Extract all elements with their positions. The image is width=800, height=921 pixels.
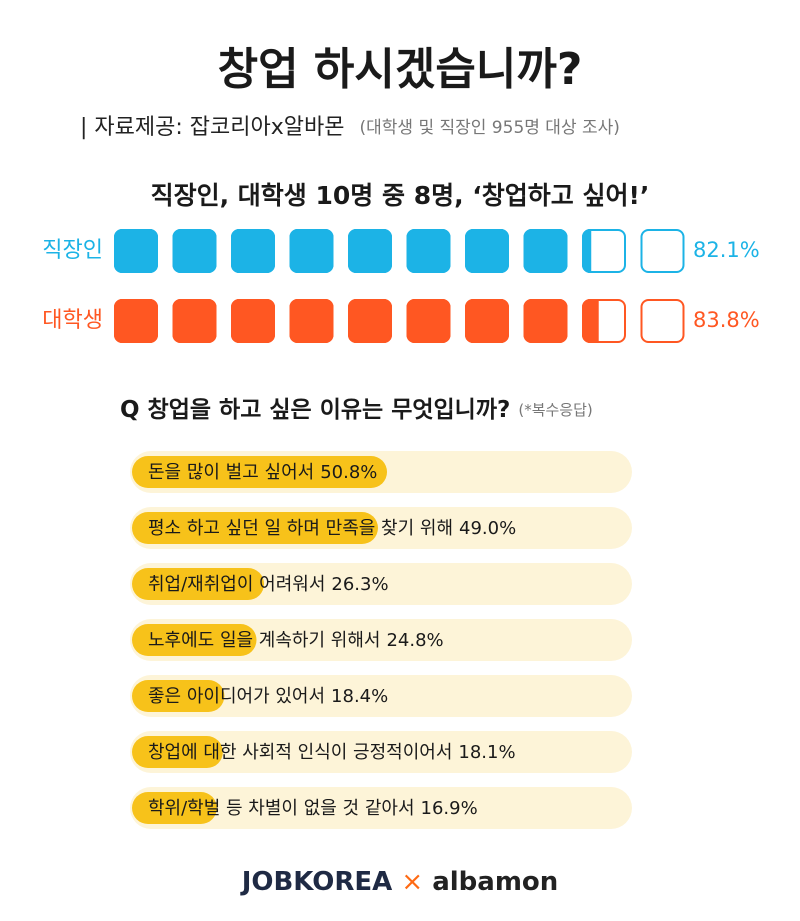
note: (대학생 및 직장인 955명 대상 조사) — [359, 118, 619, 138]
category: 평소 하고 싶던 일 하며 만족을 찾기 위해 — [148, 518, 453, 539]
question: Q 창업을 하고 싶은 이유는 무엇입니까? — [120, 397, 510, 423]
category: 돈을 많이 벌고 싶어서 — [148, 462, 314, 483]
icon-outline — [523, 229, 568, 273]
icon-outline — [289, 229, 334, 273]
category: 학위/학벌 등 차별이 없을 것 같아서 — [148, 798, 415, 819]
icon-outline — [348, 229, 392, 273]
icon-fill — [523, 229, 568, 273]
icon-outline — [582, 229, 626, 273]
icon-fill — [114, 229, 158, 273]
icon-outline — [465, 299, 509, 343]
bar-label: 돈을 많이 벌고 싶어서 50.8% — [148, 462, 377, 483]
title: 창업 하시겠습니까? — [218, 44, 583, 95]
value-label: 18.1% — [458, 742, 515, 763]
bar-label: 노후에도 일을 계속하기 위해서 24.8% — [148, 630, 444, 651]
subtitle: | 자료제공: 잡코리아x알바몬 (대학생 및 직장인 955명 대상 조사) — [80, 115, 620, 140]
bar-label: 창업에 대한 사회적 인식이 긍정적이어서 18.1% — [148, 742, 516, 763]
bar — [132, 512, 378, 544]
icon-outline — [172, 299, 217, 343]
icon-fill — [406, 299, 451, 343]
icon-outline — [640, 299, 685, 343]
source: | 자료제공: 잡코리아x알바몬 — [80, 115, 344, 140]
icon-outline — [289, 299, 334, 343]
value-label: 26.3% — [331, 574, 388, 595]
bar — [132, 568, 265, 600]
logo-sep: × — [401, 867, 423, 897]
bar-label: 평소 하고 싶던 일 하며 만족을 찾기 위해 49.0% — [148, 518, 516, 539]
icon-fill — [231, 229, 275, 273]
bar — [132, 680, 225, 712]
logo-jobkorea: JOBKOREA — [240, 867, 393, 897]
bar — [132, 456, 388, 488]
icon-fill — [406, 229, 451, 273]
icon-outline — [231, 299, 275, 343]
category: 노후에도 일을 계속하기 위해서 — [148, 630, 380, 651]
icon-fill — [348, 229, 392, 273]
icon-fill — [582, 299, 599, 343]
icon-fill — [289, 299, 334, 343]
question-note: (*복수응답) — [518, 401, 592, 419]
row-label: 대학생 — [42, 308, 103, 333]
icon-fill — [465, 299, 509, 343]
section-title: 직장인, 대학생 10명 중 8명, ‘창업하고 싶어!’ — [151, 181, 650, 210]
category: 취업/재취업이 어려워서 — [148, 574, 325, 595]
icon-outline — [406, 299, 451, 343]
section-title: Q 창업을 하고 싶은 이유는 무엇입니까? (*복수응답) — [120, 397, 593, 423]
icon-fill — [231, 299, 275, 343]
bar — [132, 736, 223, 768]
icon-outline — [465, 229, 509, 273]
icon-outline — [582, 299, 626, 343]
logo-albamon: albamon — [432, 867, 558, 897]
bar — [132, 624, 257, 656]
icon-fill — [465, 229, 509, 273]
icon-outline — [523, 299, 568, 343]
value-label: 16.9% — [421, 798, 478, 819]
icon-outline — [231, 229, 275, 273]
icon-outline — [640, 229, 685, 273]
bar-label: 취업/재취업이 어려워서 26.3% — [148, 574, 389, 595]
category: 창업에 대한 사회적 인식이 긍정적이어서 — [148, 742, 452, 763]
track — [130, 675, 632, 717]
track — [130, 787, 632, 829]
track — [130, 619, 632, 661]
row-label: 직장인 — [42, 238, 103, 263]
icon-outline — [406, 229, 451, 273]
icon-fill — [114, 299, 158, 343]
footer-logos: JOBKOREA × albamon — [240, 867, 559, 897]
category: 좋은 아이디어가 있어서 — [148, 686, 325, 707]
icon-fill — [582, 229, 592, 273]
value-label: 82.1% — [693, 238, 760, 262]
icon-fill — [523, 299, 568, 343]
bar-label: 좋은 아이디어가 있어서 18.4% — [148, 686, 388, 707]
icon-outline — [172, 229, 217, 273]
value-label: 83.8% — [693, 308, 760, 332]
icon-outline — [114, 229, 158, 273]
icon-fill — [348, 299, 392, 343]
icon-fill — [289, 229, 334, 273]
value-label: 50.8% — [320, 462, 377, 483]
bar — [132, 792, 217, 824]
track — [130, 731, 632, 773]
value-label: 24.8% — [386, 630, 443, 651]
icon-fill — [172, 299, 217, 343]
value-label: 49.0% — [459, 518, 516, 539]
value-label: 18.4% — [331, 686, 388, 707]
icon-outline — [114, 299, 158, 343]
icon-fill — [172, 229, 217, 273]
icon-outline — [348, 299, 392, 343]
bar-label: 학위/학벌 등 차별이 없을 것 같아서 16.9% — [148, 798, 478, 819]
